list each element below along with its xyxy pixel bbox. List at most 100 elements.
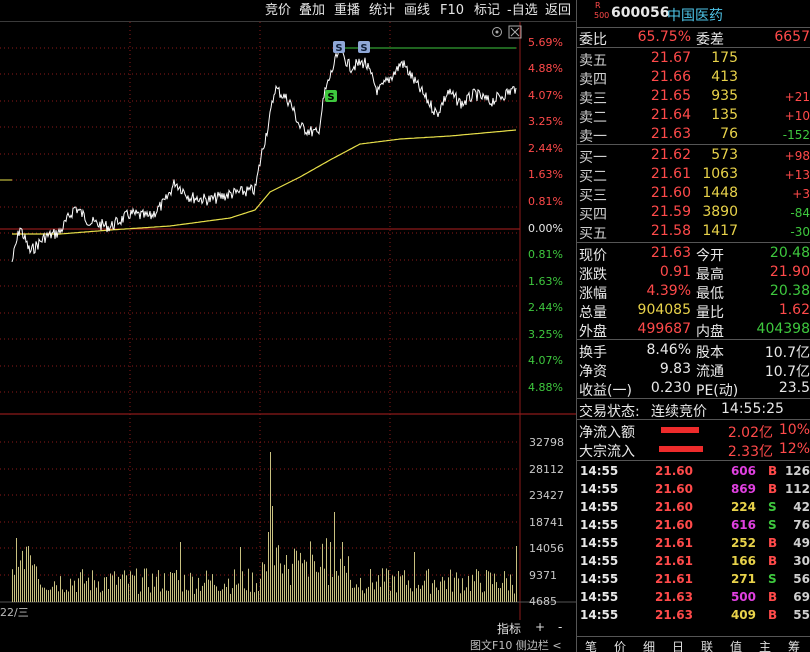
tick-row[interactable]: 14:55 21.60 869 B 112 — [580, 480, 810, 498]
panel-tab[interactable]: 价 — [614, 640, 627, 652]
tick-row[interactable]: 14:55 21.61 271 S 56 — [580, 570, 810, 588]
bid-level-label: 买五 — [579, 226, 607, 242]
toolbar-stats-button[interactable]: 统计 — [369, 3, 396, 18]
toolbar-overlay-button[interactable]: 叠加 — [299, 3, 326, 18]
toolbar-f10-button[interactable]: F10 — [440, 3, 465, 18]
quote-label: 量比 — [696, 305, 724, 321]
volume-bar — [408, 580, 409, 602]
volume-bar — [272, 506, 273, 602]
toolbar-draw-button[interactable]: 画线 — [404, 3, 431, 18]
volume-bar — [76, 592, 77, 602]
tick-row[interactable]: 14:55 21.60 616 S 76 — [580, 516, 810, 534]
tick-row[interactable]: 14:55 21.63 500 B 69 — [580, 588, 810, 606]
volume-bar — [212, 574, 213, 602]
panel-tab[interactable]: 值 — [730, 640, 743, 652]
volume-bar — [276, 547, 277, 602]
marker-s-3[interactable]: S — [325, 90, 337, 103]
flow-row: 大宗流入 2.33亿 12% — [579, 440, 810, 460]
toolbar-back-button[interactable]: 返回 — [545, 3, 572, 18]
tick-row[interactable]: 14:55 21.61 252 B 49 — [580, 534, 810, 552]
bid-row[interactable]: 买二 21.61 1063 +13 — [579, 165, 810, 185]
tick-row[interactable]: 14:55 21.60 224 S 42 — [580, 498, 810, 516]
panel-tab[interactable]: 主 — [759, 640, 772, 652]
volume-bar — [268, 532, 269, 602]
quote-label: 流通 — [696, 364, 724, 380]
volume-bar — [516, 546, 517, 602]
bid-row[interactable]: 买五 21.58 1417 -30 — [579, 222, 810, 242]
tick-row[interactable]: 14:55 21.63 409 B 55 — [580, 606, 810, 624]
volume-bar — [246, 590, 247, 602]
toolbar-favorites-button[interactable]: -自选 — [507, 3, 538, 18]
bid-level-label: 买四 — [579, 207, 607, 223]
ask-row[interactable]: 卖五 21.67 175 — [579, 49, 810, 69]
bid-row[interactable]: 买四 21.59 3890 -84 — [579, 203, 810, 223]
volume-bar — [388, 570, 389, 602]
intraday-chart[interactable]: S S S — [0, 22, 576, 620]
volume-bar — [466, 587, 467, 602]
marker-s-2[interactable]: S — [358, 41, 370, 54]
panel-tab[interactable]: 筹 — [788, 640, 801, 652]
volume-bar — [254, 592, 255, 602]
ask-row[interactable]: 卖一 21.63 76 -152 — [579, 125, 810, 145]
quote-label: 总量 — [579, 305, 607, 321]
volume-bar — [476, 569, 477, 602]
volume-bar — [316, 571, 317, 602]
volume-bar — [336, 571, 337, 602]
toolbar-mark-button[interactable]: 标记 — [474, 3, 501, 18]
ask-level-label: 卖一 — [579, 129, 607, 145]
toolbar-replay-button[interactable]: 重播 — [334, 3, 361, 18]
volume-bar — [232, 588, 233, 602]
volume-bar — [488, 571, 489, 602]
close-icon[interactable] — [508, 25, 522, 39]
ask-price: 21.64 — [650, 107, 691, 123]
panel-tab[interactable]: 联 — [701, 640, 714, 652]
volume-bar — [156, 576, 157, 602]
ask-volume: 413 — [711, 69, 738, 85]
footer-links[interactable]: 图文F10 侧边栏 < — [470, 639, 562, 652]
tick-row[interactable]: 14:55 21.61 166 B 30 — [580, 552, 810, 570]
volume-bar — [44, 587, 45, 602]
bid-price: 21.59 — [650, 204, 691, 220]
bid-row[interactable]: 买一 21.62 573 +98 — [579, 146, 810, 166]
ask-row[interactable]: 卖二 21.64 135 +10 — [579, 106, 810, 126]
toolbar-bid-button[interactable]: 竞价 — [265, 3, 292, 18]
ask-row[interactable]: 卖四 21.66 413 — [579, 68, 810, 88]
quote-value: 21.90 — [769, 264, 810, 280]
volume-bar — [426, 570, 427, 602]
volume-bar — [78, 578, 79, 602]
panel-tab[interactable]: 日 — [672, 640, 685, 652]
volume-bar — [330, 542, 331, 602]
volume-bar — [150, 592, 151, 602]
bid-row[interactable]: 买三 21.60 1448 +3 — [579, 184, 810, 204]
settings-icon[interactable] — [492, 27, 502, 37]
bid-change: +13 — [784, 168, 810, 182]
volume-bar — [422, 585, 423, 602]
volume-bar — [130, 571, 131, 602]
panel-tab[interactable]: 细 — [643, 640, 656, 652]
volume-bar — [262, 562, 263, 602]
indicator-button[interactable]: 指标 — [497, 622, 522, 636]
quote-label: 换手 — [579, 345, 607, 361]
vol-label-4: 18741 — [529, 516, 564, 529]
volume-bar — [458, 578, 459, 602]
ask-row[interactable]: 卖三 21.65 935 +21 — [579, 87, 810, 107]
volume-bar — [396, 592, 397, 602]
volume-bar — [122, 574, 123, 602]
zoom-out-button[interactable]: - — [558, 620, 563, 634]
quote-value: 23.5 — [778, 380, 810, 396]
volume-bar — [356, 584, 357, 602]
zoom-in-button[interactable]: + — [535, 620, 546, 634]
quote-label: 最低 — [696, 286, 724, 302]
tick-row[interactable]: 14:55 21.60 606 B 126 — [580, 462, 810, 480]
volume-bar — [22, 550, 23, 602]
bid-volume: 3890 — [702, 204, 738, 220]
volume-bar — [302, 563, 303, 602]
panel-tab[interactable]: 笔 — [585, 640, 598, 652]
marker-s-1[interactable]: S — [333, 41, 345, 54]
vol-label-5: 14056 — [529, 542, 564, 555]
volume-bar — [510, 574, 511, 602]
stock-name[interactable]: 中国医药 — [667, 8, 723, 24]
quote-value: 20.48 — [769, 245, 810, 261]
volume-bar — [296, 550, 297, 602]
volume-bar — [224, 583, 225, 602]
